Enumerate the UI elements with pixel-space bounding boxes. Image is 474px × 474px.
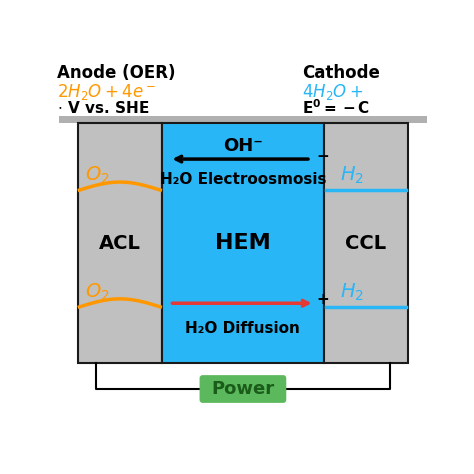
Bar bbox=[78, 123, 162, 364]
Bar bbox=[324, 123, 408, 364]
Text: H₂O Diffusion: H₂O Diffusion bbox=[185, 321, 301, 336]
Text: OH⁻: OH⁻ bbox=[223, 137, 263, 155]
Text: $H_2$: $H_2$ bbox=[340, 165, 364, 186]
Text: $\cdot$ V vs. SHE: $\cdot$ V vs. SHE bbox=[57, 100, 150, 116]
Text: −: − bbox=[317, 149, 329, 164]
Text: ACL: ACL bbox=[99, 234, 141, 253]
Text: HEM: HEM bbox=[215, 233, 271, 253]
Text: $O_2$: $O_2$ bbox=[85, 165, 109, 186]
Text: Power: Power bbox=[211, 380, 274, 398]
Bar bbox=[59, 116, 427, 123]
Text: $2H_2O + 4e^-$: $2H_2O + 4e^-$ bbox=[57, 82, 156, 101]
Text: CCL: CCL bbox=[346, 234, 387, 253]
Text: $O_2$: $O_2$ bbox=[85, 282, 109, 303]
Text: Cathode: Cathode bbox=[301, 64, 380, 82]
Text: $H_2$: $H_2$ bbox=[340, 282, 364, 303]
Text: Anode (OER): Anode (OER) bbox=[57, 64, 176, 82]
Text: $4H_2O +$: $4H_2O +$ bbox=[301, 82, 363, 101]
Text: +: + bbox=[317, 292, 329, 307]
Bar bbox=[162, 123, 324, 364]
FancyBboxPatch shape bbox=[200, 375, 286, 403]
Text: H₂O Electroosmosis: H₂O Electroosmosis bbox=[160, 172, 326, 187]
Text: $\mathbf{E^0 = -C}$: $\mathbf{E^0 = -C}$ bbox=[301, 99, 370, 118]
